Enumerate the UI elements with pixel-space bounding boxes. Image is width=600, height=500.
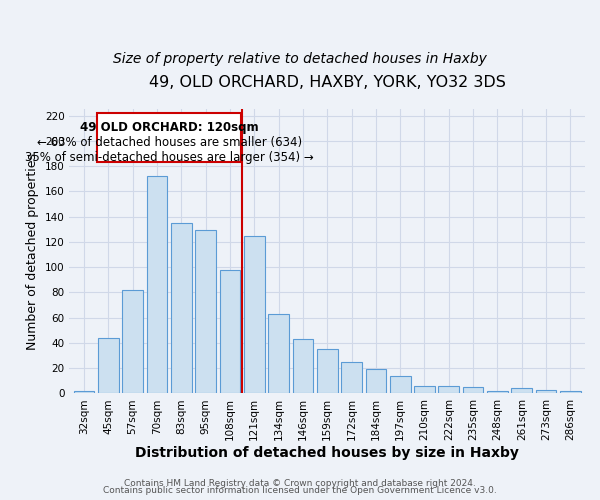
Bar (463, 387, 484, 394)
Bar (536, 390, 556, 394)
Bar (146, 176, 167, 394)
Bar (98, 338, 119, 394)
Bar (487, 391, 508, 394)
Bar (268, 314, 289, 394)
Text: 35% of semi-detached houses are larger (354) →: 35% of semi-detached houses are larger (… (25, 151, 314, 164)
Text: 49 OLD ORCHARD: 120sqm: 49 OLD ORCHARD: 120sqm (80, 120, 259, 134)
Text: Contains HM Land Registry data © Crown copyright and database right 2024.: Contains HM Land Registry data © Crown c… (124, 478, 476, 488)
Bar (341, 362, 362, 394)
Bar (390, 376, 410, 394)
Bar (414, 386, 435, 394)
Bar (511, 388, 532, 394)
Bar (439, 386, 459, 394)
Text: Contains public sector information licensed under the Open Government Licence v3: Contains public sector information licen… (103, 486, 497, 495)
Bar (171, 223, 191, 394)
Title: 49, OLD ORCHARD, HAXBY, YORK, YO32 3DS: 49, OLD ORCHARD, HAXBY, YORK, YO32 3DS (149, 75, 506, 90)
Y-axis label: Number of detached properties: Number of detached properties (26, 153, 39, 350)
Bar (195, 230, 216, 394)
X-axis label: Distribution of detached houses by size in Haxby: Distribution of detached houses by size … (135, 446, 519, 460)
Bar (220, 270, 240, 394)
Bar (293, 339, 313, 394)
Bar (317, 349, 338, 394)
Bar (122, 290, 143, 394)
Bar (560, 391, 581, 394)
Bar (74, 391, 94, 394)
Bar (244, 236, 265, 394)
Text: ← 63% of detached houses are smaller (634): ← 63% of detached houses are smaller (63… (37, 136, 302, 149)
FancyBboxPatch shape (97, 113, 241, 162)
Text: Size of property relative to detached houses in Haxby: Size of property relative to detached ho… (113, 52, 487, 66)
Bar (365, 370, 386, 394)
